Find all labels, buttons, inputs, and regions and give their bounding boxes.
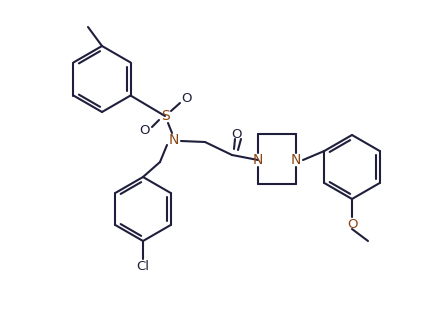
Text: O: O (182, 91, 192, 105)
Text: Cl: Cl (136, 260, 149, 272)
Text: S: S (161, 109, 169, 123)
Text: N: N (291, 153, 301, 167)
Text: N: N (253, 153, 263, 167)
Text: N: N (169, 133, 179, 147)
Text: O: O (232, 128, 242, 140)
Text: O: O (140, 124, 150, 137)
Text: O: O (347, 217, 357, 231)
